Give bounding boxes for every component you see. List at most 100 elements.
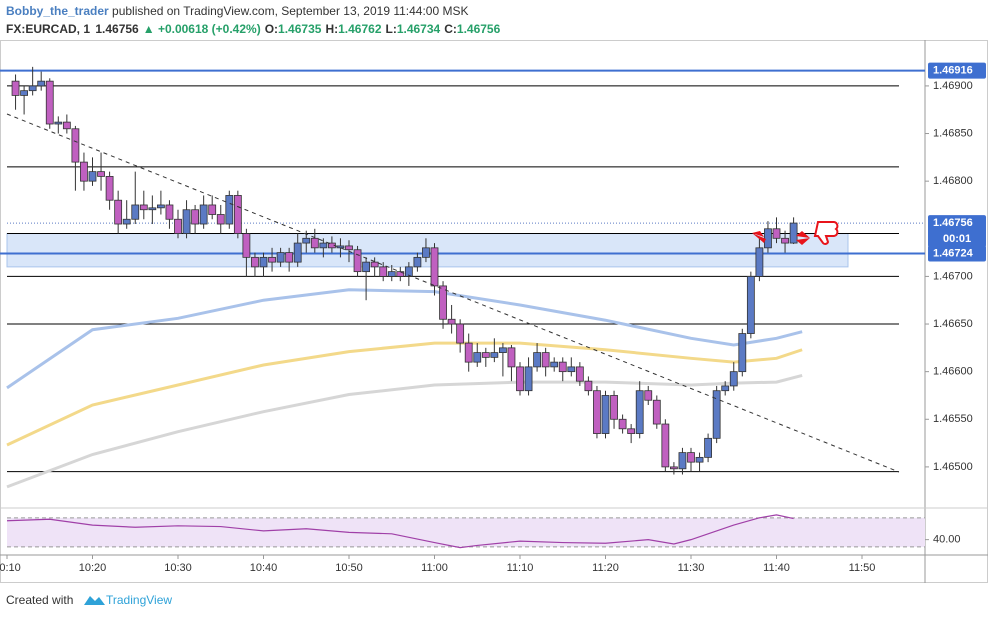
candle-body: [276, 252, 285, 263]
candle-body: [131, 204, 140, 220]
candle-body: [199, 204, 208, 225]
candle-body: [370, 261, 379, 268]
frame: [0, 40, 988, 583]
candle-body: [105, 175, 114, 201]
ohlc: 1.46735: [278, 22, 322, 36]
candle-body: [413, 256, 422, 268]
candle-body: [62, 121, 71, 130]
candle-body: [336, 245, 345, 249]
price-badge-label: 1.46916: [933, 65, 973, 77]
candle-body: [704, 437, 712, 458]
thumbs-down: [813, 221, 839, 245]
candle-body: [225, 195, 234, 225]
candle-body: [746, 276, 755, 334]
candle-body: [533, 352, 541, 368]
candle-body: [721, 385, 730, 392]
candle-body: [54, 121, 63, 125]
x-tick-label: 11:00: [421, 562, 448, 574]
candle-body: [97, 171, 105, 177]
candle-body: [182, 209, 191, 234]
candle-body: [558, 361, 567, 373]
candle-body: [516, 366, 524, 392]
y-tick-label: 1.46650: [933, 318, 973, 330]
candle-body: [670, 466, 678, 470]
price-badge: [928, 62, 986, 79]
logo: [84, 596, 105, 605]
y-tick-label: 1.46850: [933, 127, 973, 139]
x-tick-label: 10:50: [335, 562, 363, 574]
candle-body: [593, 390, 601, 434]
candle-body: [695, 456, 704, 463]
candle-body: [584, 380, 593, 392]
candle-body: [447, 318, 456, 325]
footer-brand[interactable]: TradingView: [106, 593, 172, 607]
candle-body: [156, 204, 165, 209]
publisher-line: Bobby_the_trader published on TradingVie…: [6, 4, 469, 18]
candle-body: [208, 204, 217, 215]
candle-body: [251, 256, 259, 268]
x-tick-label: 11:50: [849, 562, 876, 574]
candle-body: [268, 256, 276, 263]
ohlc: O:: [265, 22, 278, 36]
y-tick-label: 1.46550: [933, 413, 973, 425]
x-tick-label: 10:10: [0, 562, 21, 574]
candle-body: [379, 266, 388, 277]
x-tick-label: 11:20: [592, 562, 619, 574]
rsi-tick-label: 40.00: [933, 534, 961, 546]
candle-body: [319, 242, 328, 249]
candle-body: [242, 233, 251, 258]
candle-body: [439, 285, 447, 320]
candle-body: [712, 390, 721, 439]
author[interactable]: Bobby_the_trader: [6, 4, 109, 18]
candle-body: [635, 390, 644, 434]
published: published on TradingView.com, September …: [109, 4, 469, 18]
price-badge: [928, 215, 986, 248]
candle-body: [627, 428, 636, 434]
last: 1.46756: [95, 22, 139, 36]
rsi-band: [7, 517, 925, 547]
candle-body: [45, 80, 54, 125]
y-tick-label: 1.46800: [933, 175, 973, 187]
price-badge-label: 1.46724: [933, 247, 974, 259]
candle-body: [738, 333, 747, 373]
candle-body: [71, 128, 80, 163]
x-tick-label: 10:40: [250, 562, 278, 574]
candle-body: [259, 256, 268, 268]
ohlc: L:: [386, 22, 397, 36]
arrow: [752, 231, 766, 243]
trendline: [6, 113, 900, 473]
candle-body: [644, 390, 653, 401]
candle-body: [362, 261, 371, 273]
ohlc: 1.46762: [338, 22, 382, 36]
annotation-arrows: [752, 221, 839, 245]
candle-body: [541, 352, 550, 368]
candle-body: [422, 247, 430, 258]
candle-body: [490, 352, 499, 358]
x-tick-label: 11:40: [763, 562, 790, 574]
footer-created: Created with: [6, 593, 73, 607]
y-tick-label: 1.46900: [933, 80, 973, 92]
candle-body: [20, 90, 29, 96]
candle-body: [678, 452, 687, 470]
candle-body: [473, 352, 482, 363]
ohlc: 1.46734: [397, 22, 441, 36]
candle-body: [456, 323, 465, 344]
moving-average: [6, 374, 803, 489]
candle-body: [404, 266, 413, 277]
candle-body: [114, 199, 123, 225]
candle-body: [772, 228, 781, 239]
candle-body: [216, 214, 225, 225]
change: ▲ +0.00618 (+0.42%): [143, 22, 261, 36]
countdown: 00:01: [943, 233, 971, 245]
candle-body: [353, 249, 362, 273]
candle-body: [11, 80, 20, 96]
ohlc: 1.46756: [457, 22, 501, 36]
candle-body: [464, 342, 473, 363]
candle-body: [28, 85, 37, 92]
ohlc: H:: [325, 22, 338, 36]
candle-body: [498, 347, 507, 354]
rsi-line: [6, 514, 794, 549]
candle-body: [430, 247, 439, 287]
x-tick-label: 10:30: [164, 562, 192, 574]
